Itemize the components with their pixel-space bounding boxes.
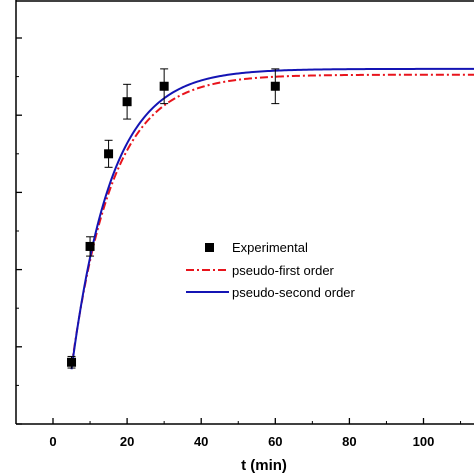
x-tick-label-60: 60 <box>268 434 282 449</box>
plot-area <box>15 0 474 425</box>
x-tick-label-20: 20 <box>120 434 134 449</box>
legend: Experimental pseudo-first order pseudo-s… <box>186 240 356 300</box>
experimental-point <box>85 241 95 251</box>
y-axis-ticks <box>16 37 22 425</box>
experimental-point <box>67 357 77 367</box>
experimental-point <box>122 97 132 107</box>
experimental-point <box>104 149 114 159</box>
x-tick-label-0: 0 <box>49 434 56 449</box>
legend-label-pseudo-second: pseudo-second order <box>232 285 356 300</box>
experimental-point <box>270 81 280 91</box>
legend-marker-experimental <box>205 243 214 252</box>
legend-label-experimental: Experimental <box>232 240 308 255</box>
x-axis-title: t (min) <box>241 457 287 474</box>
x-tick-label-100: 100 <box>413 434 435 449</box>
x-tick-label-80: 80 <box>342 434 356 449</box>
data-points <box>67 68 280 369</box>
fit-curves <box>70 67 474 370</box>
pseudo-second-order-curve <box>70 67 474 370</box>
legend-label-pseudo-first: pseudo-first order <box>232 263 335 278</box>
pseudo-first-order-curve <box>70 73 474 367</box>
experimental-point <box>159 81 169 91</box>
x-tick-label-40: 40 <box>194 434 208 449</box>
x-axis-ticks: 0 20 40 60 80 100 <box>49 418 462 449</box>
